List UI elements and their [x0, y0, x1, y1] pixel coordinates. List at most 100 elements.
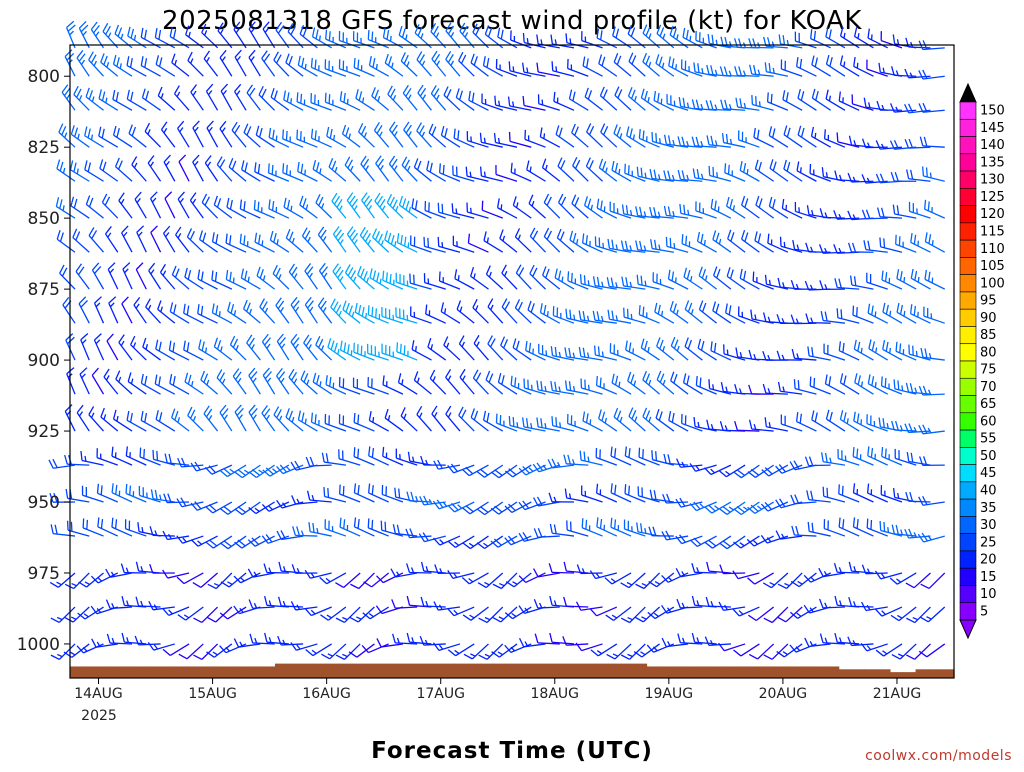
terrain-segment [762, 666, 775, 678]
terrain-segment [595, 664, 608, 678]
x-tick-label: 16AUG [302, 686, 351, 702]
terrain-segment [352, 664, 365, 678]
colorbar-label: 5 [980, 604, 988, 619]
terrain-segment [813, 666, 826, 678]
colorbar-swatch [960, 257, 976, 274]
terrain-segment [775, 666, 788, 678]
colorbar-label: 55 [980, 432, 997, 447]
terrain-segment [134, 666, 147, 678]
terrain-segment [172, 666, 185, 678]
terrain-segment [377, 664, 390, 678]
colorbar-label: 65 [980, 397, 997, 412]
wind-barb [91, 22, 103, 48]
wind-barb [67, 21, 76, 48]
y-tick-label: 850 [28, 209, 60, 229]
terrain-segment [749, 666, 762, 678]
terrain-segment [518, 664, 531, 678]
terrain-segment [736, 666, 749, 678]
y-tick-label: 800 [28, 67, 60, 87]
colorbar-label: 105 [980, 259, 1005, 274]
terrain-segment [582, 664, 595, 678]
x-tick-label: 17AUG [416, 686, 465, 702]
terrain-segment [185, 666, 198, 678]
terrain-segment [160, 666, 173, 678]
colorbar-swatch [960, 447, 976, 464]
terrain-segment [570, 664, 583, 678]
colorbar-swatch [960, 396, 976, 413]
terrain-segment [480, 664, 493, 678]
colorbar-label: 140 [980, 138, 1005, 153]
colorbar-swatch [960, 275, 976, 292]
terrain-segment [685, 666, 698, 678]
terrain-segment [390, 664, 403, 678]
colorbar-bottom-arrow [960, 620, 976, 638]
terrain-segment [621, 664, 634, 678]
terrain-segment [301, 664, 314, 678]
terrain-segment [903, 672, 916, 678]
terrain-segment [365, 664, 378, 678]
y-tick-label: 1000 [17, 635, 60, 655]
terrain-segment [237, 666, 250, 678]
colorbar-legend: 1501451401351301251201151101051009590858… [960, 84, 1005, 638]
terrain-segment [557, 664, 570, 678]
colorbar-swatch [960, 482, 976, 499]
colorbar-label: 125 [980, 190, 1005, 205]
plot-background [70, 45, 954, 678]
terrain-segment [454, 664, 467, 678]
terrain-segment [634, 664, 647, 678]
y-tick-label: 900 [28, 351, 60, 371]
terrain-segment [864, 669, 877, 678]
terrain-segment [121, 666, 134, 678]
terrain-segment [429, 664, 442, 678]
colorbar-swatch [960, 516, 976, 533]
terrain-segment [313, 664, 326, 678]
colorbar-swatch [960, 223, 976, 240]
colorbar-swatch [960, 465, 976, 482]
terrain-segment [198, 666, 211, 678]
colorbar-swatch [960, 292, 976, 309]
terrain-segment [544, 664, 557, 678]
y-tick-label: 825 [28, 138, 60, 158]
terrain-segment [467, 664, 480, 678]
terrain-segment [96, 666, 109, 678]
colorbar-swatch [960, 499, 976, 516]
x-start-year-label: 2025 [81, 708, 117, 724]
terrain-segment [711, 666, 724, 678]
credit-label: coolwx.com/models [865, 748, 1012, 764]
colorbar-label: 120 [980, 207, 1005, 222]
colorbar-swatch [960, 534, 976, 551]
colorbar-label: 35 [980, 501, 997, 516]
colorbar-label: 80 [980, 345, 997, 360]
colorbar-label: 115 [980, 225, 1005, 240]
terrain-segment [288, 664, 301, 678]
terrain-segment [608, 664, 621, 678]
terrain-segment [659, 666, 672, 678]
colorbar-label: 85 [980, 328, 997, 343]
terrain-segment [211, 666, 224, 678]
colorbar-swatch [960, 413, 976, 430]
terrain-segment [224, 666, 237, 678]
chart-title: 2025081318 GFS forecast wind profile (kt… [162, 6, 862, 36]
colorbar-swatch [960, 102, 976, 119]
colorbar-label: 100 [980, 276, 1005, 291]
colorbar-swatch [960, 309, 976, 326]
colorbar-label: 60 [980, 414, 997, 429]
terrain-segment [647, 666, 660, 678]
terrain-segment [442, 664, 455, 678]
colorbar-label: 130 [980, 173, 1005, 188]
x-tick-label: 18AUG [531, 686, 580, 702]
colorbar-label: 135 [980, 155, 1005, 170]
colorbar-swatch [960, 585, 976, 602]
terrain-segment [916, 669, 929, 678]
colorbar-label: 145 [980, 121, 1005, 136]
colorbar-label: 20 [980, 553, 997, 568]
colorbar-swatch [960, 568, 976, 585]
terrain-segment [506, 664, 519, 678]
terrain-segment [83, 666, 96, 678]
colorbar-swatch [960, 240, 976, 257]
terrain-segment [70, 666, 83, 678]
colorbar-label: 25 [980, 535, 997, 550]
y-tick-label: 975 [28, 564, 60, 584]
